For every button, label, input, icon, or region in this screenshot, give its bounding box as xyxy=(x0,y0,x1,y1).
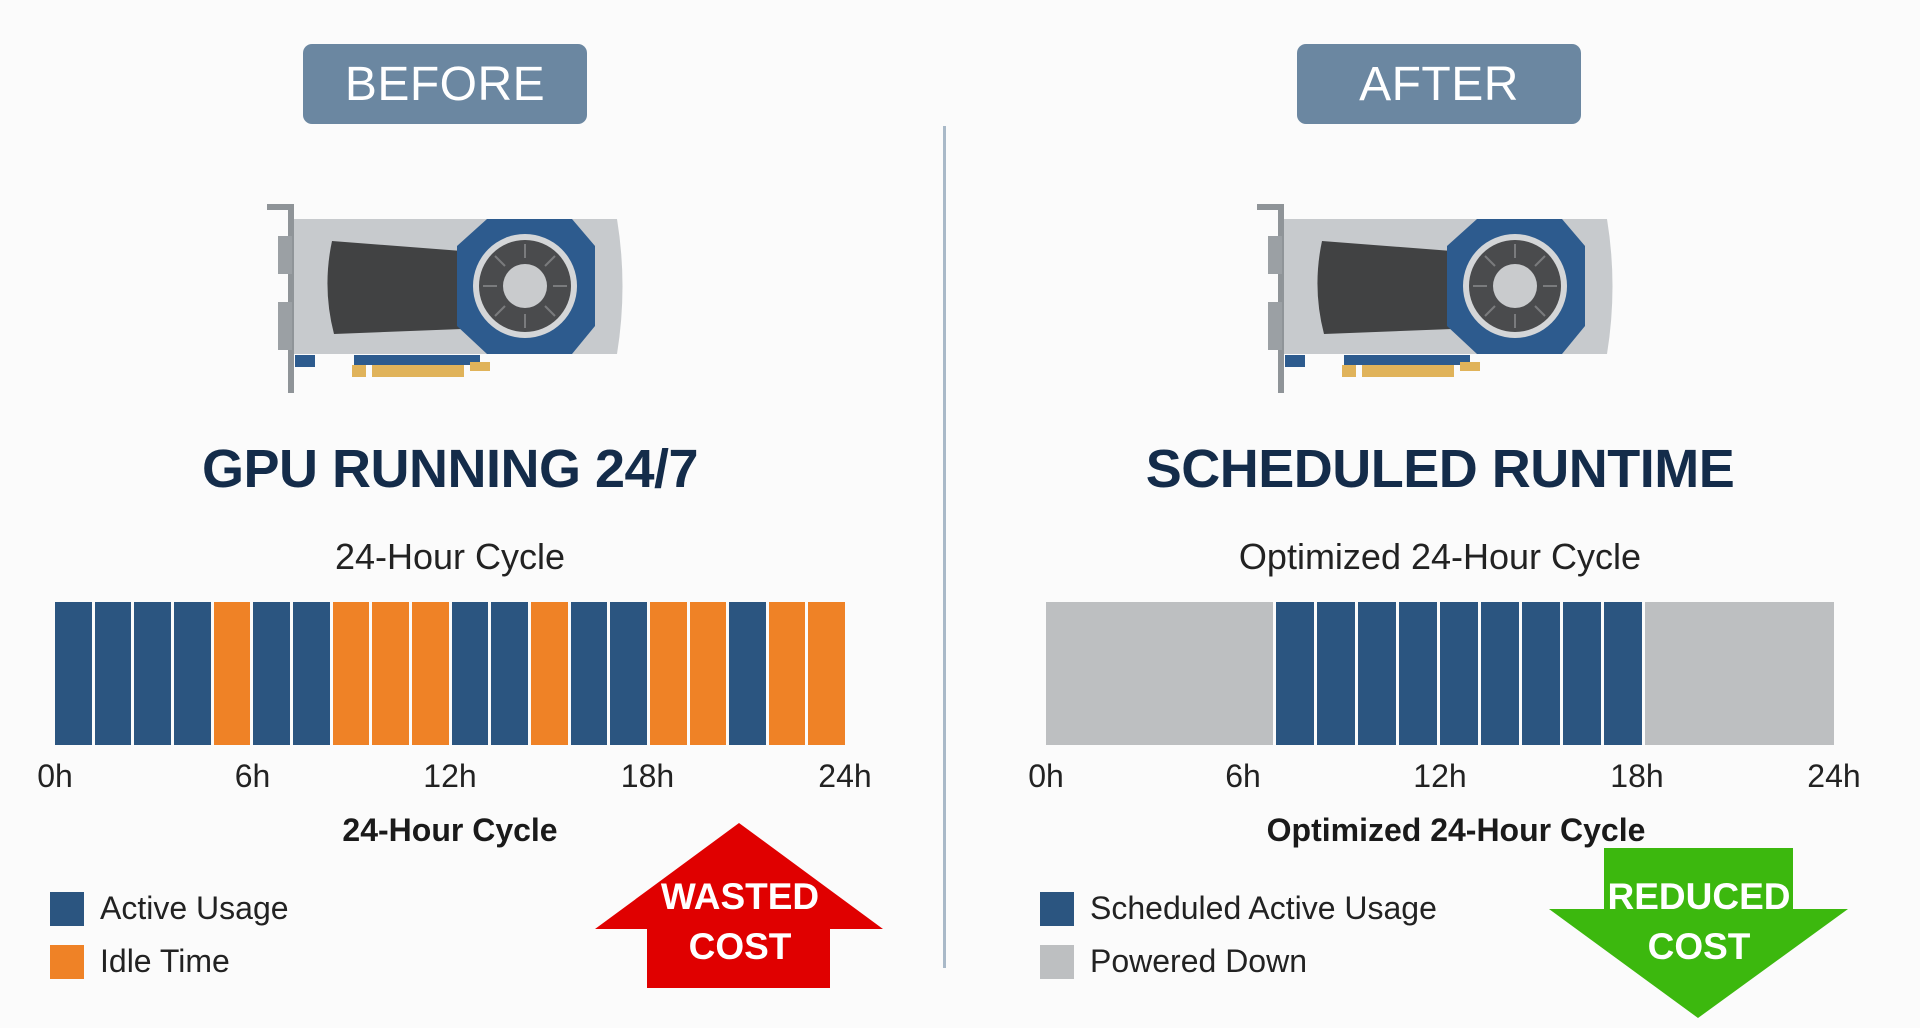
active-segment xyxy=(451,602,492,745)
tick-label: 18h xyxy=(620,758,675,794)
callout-line: WASTED xyxy=(660,876,820,917)
legend-label: Scheduled Active Usage xyxy=(1090,890,1437,926)
before-usage-bar xyxy=(55,602,846,745)
tick-label: 24h xyxy=(1807,758,1861,794)
idle-segment xyxy=(689,602,730,745)
tick-label: 0h xyxy=(37,758,73,794)
active-segment xyxy=(94,602,135,745)
legend-item-active: Active Usage xyxy=(50,890,289,927)
scheduled-segment xyxy=(1276,602,1318,745)
idle-segment xyxy=(530,602,571,745)
idle-segment xyxy=(372,602,412,745)
scheduled-swatch xyxy=(1040,891,1074,926)
legend-label: Idle Time xyxy=(100,943,230,979)
scheduled-segment xyxy=(1440,602,1481,745)
powered-down-segment xyxy=(1046,602,1277,745)
active-segment xyxy=(292,602,333,745)
active-swatch xyxy=(50,891,84,926)
scheduled-segment xyxy=(1603,602,1645,745)
after-axis-caption: Optimized 24-Hour Cycle xyxy=(1266,812,1646,848)
idle-swatch xyxy=(50,944,84,979)
tick-label: 18h xyxy=(1610,758,1664,794)
callout-line: COST xyxy=(1647,926,1751,967)
scheduled-segment xyxy=(1399,602,1441,745)
powered-down-segment xyxy=(1644,602,1835,745)
tick-label: 12h xyxy=(1413,758,1467,794)
scheduled-segment xyxy=(1358,602,1400,745)
before-title: GPU RUNNING 24/7 xyxy=(201,439,699,499)
after-title: SCHEDULED RUNTIME xyxy=(1145,439,1735,499)
idle-segment xyxy=(808,602,846,745)
idle-segment xyxy=(213,602,254,745)
wasted-cost-label: WASTED COST xyxy=(595,872,885,972)
idle-segment xyxy=(649,602,690,745)
tick-label: 6h xyxy=(1225,758,1261,794)
legend-label: Active Usage xyxy=(100,890,289,926)
before-subtitle: 24-Hour Cycle xyxy=(334,536,566,577)
active-segment xyxy=(55,602,95,745)
active-segment xyxy=(729,602,769,745)
callout-line: REDUCED xyxy=(1607,876,1791,917)
after-subtitle: Optimized 24-Hour Cycle xyxy=(1238,536,1642,577)
legend-label: Powered Down xyxy=(1090,943,1307,979)
legend-item-idle: Idle Time xyxy=(50,943,230,980)
after-badge: AFTER xyxy=(1297,44,1581,124)
arrow-up-icon xyxy=(595,823,883,988)
scheduled-segment xyxy=(1317,602,1359,745)
before-badge: BEFORE xyxy=(303,44,587,124)
before-axis-caption: 24-Hour Cycle xyxy=(342,812,558,848)
idle-segment xyxy=(332,602,373,745)
legend-item-powered-down: Powered Down xyxy=(1040,943,1307,980)
after-ticks: 0h 6h 12h 18h 24h xyxy=(1028,758,1860,798)
tick-label: 12h xyxy=(423,758,477,794)
powered-down-swatch xyxy=(1040,944,1074,979)
arrow-down-icon xyxy=(1549,848,1848,1018)
tick-label: 24h xyxy=(818,758,872,794)
before-ticks: 0h 6h 12h 18h 24h xyxy=(37,758,871,798)
scheduled-segment xyxy=(1521,602,1563,745)
gpu-icon xyxy=(267,204,623,393)
active-segment xyxy=(173,602,214,745)
tick-label: 6h xyxy=(234,758,271,794)
idle-segment xyxy=(411,602,452,745)
active-segment xyxy=(134,602,174,745)
panel-divider xyxy=(943,126,946,968)
active-segment xyxy=(610,602,650,745)
legend-item-scheduled: Scheduled Active Usage xyxy=(1040,890,1437,927)
gpu-icon xyxy=(1257,204,1613,393)
active-segment xyxy=(491,602,531,745)
idle-segment xyxy=(768,602,809,745)
active-segment xyxy=(570,602,611,745)
scheduled-segment xyxy=(1562,602,1604,745)
tick-label: 0h xyxy=(1028,758,1064,794)
scheduled-segment xyxy=(1480,602,1522,745)
reduced-cost-label: REDUCED COST xyxy=(1549,872,1849,972)
callout-line: COST xyxy=(688,926,792,967)
active-segment xyxy=(253,602,293,745)
after-usage-bar xyxy=(1046,602,1835,745)
